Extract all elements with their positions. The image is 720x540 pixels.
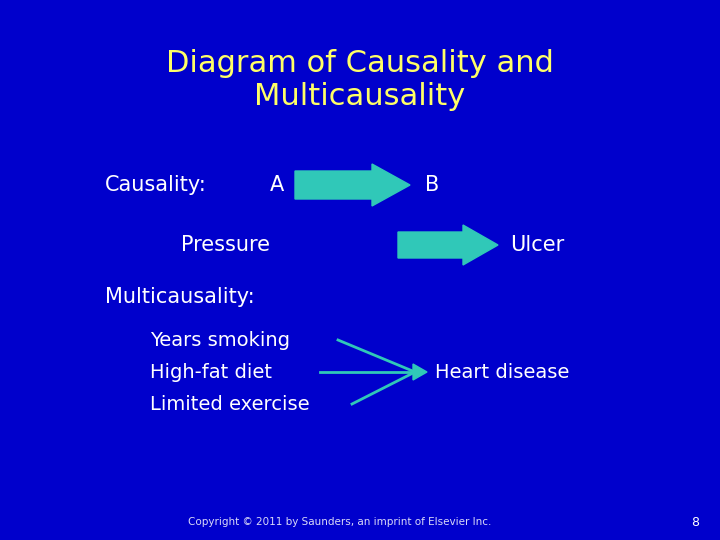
Text: Causality:: Causality: <box>105 175 207 195</box>
FancyArrow shape <box>413 364 427 380</box>
Text: Limited exercise: Limited exercise <box>150 395 310 414</box>
Text: Heart disease: Heart disease <box>435 362 570 381</box>
Text: 8: 8 <box>691 516 699 529</box>
Text: B: B <box>425 175 439 195</box>
FancyArrow shape <box>398 225 498 265</box>
Text: High-fat diet: High-fat diet <box>150 362 272 381</box>
Text: A: A <box>270 175 284 195</box>
Text: Ulcer: Ulcer <box>510 235 564 255</box>
Text: Copyright © 2011 by Saunders, an imprint of Elsevier Inc.: Copyright © 2011 by Saunders, an imprint… <box>189 517 492 527</box>
Text: Multicausality:: Multicausality: <box>105 287 255 307</box>
Text: Diagram of Causality and
Multicausality: Diagram of Causality and Multicausality <box>166 49 554 111</box>
Text: Years smoking: Years smoking <box>150 330 290 349</box>
FancyArrow shape <box>295 164 410 206</box>
Text: Pressure: Pressure <box>181 235 270 255</box>
